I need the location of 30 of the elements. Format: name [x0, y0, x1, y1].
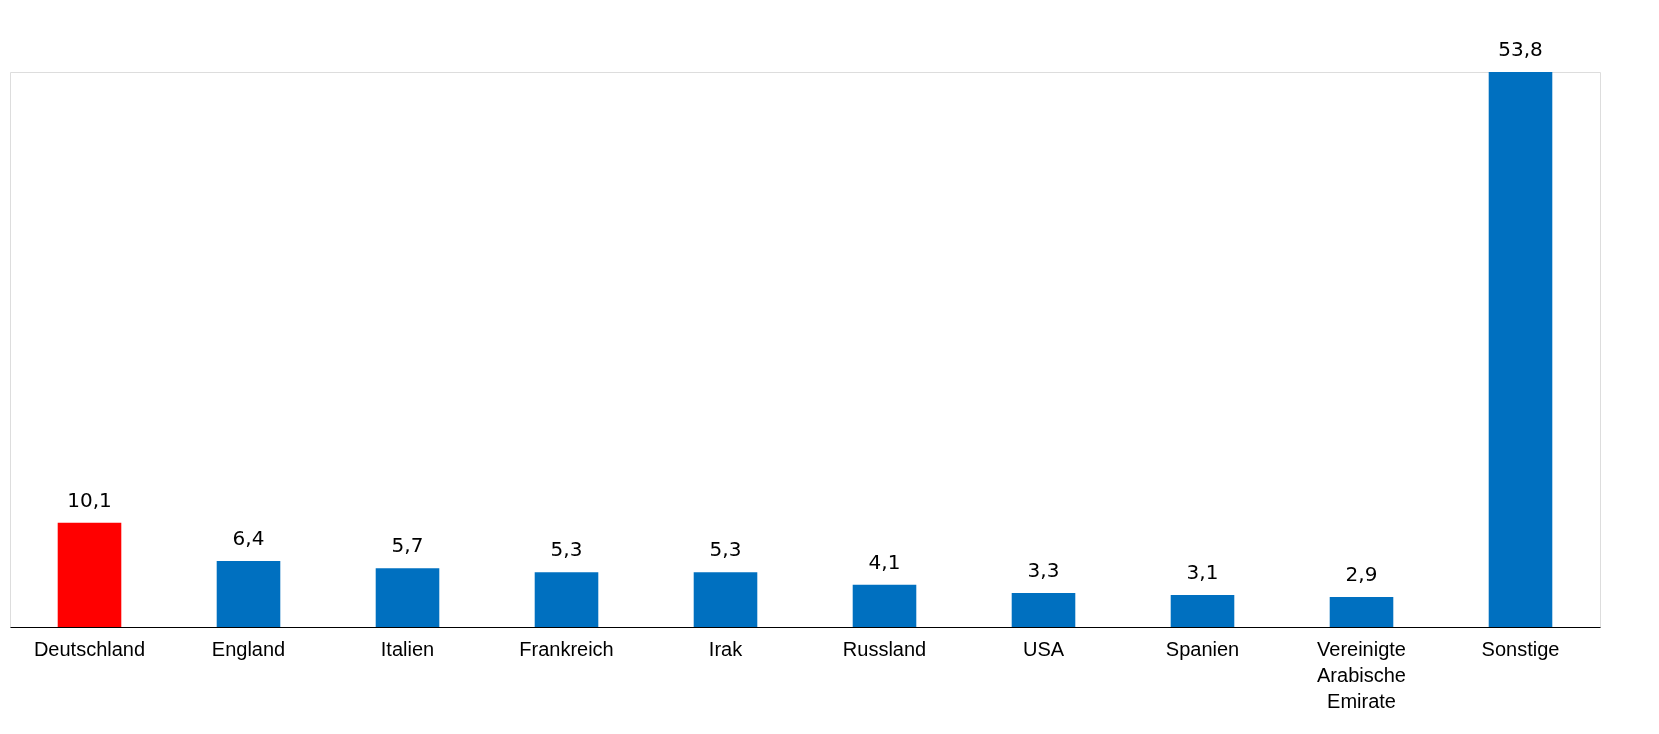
data-label: 5,7 — [391, 533, 424, 558]
bar — [693, 572, 758, 627]
data-label: 53,8 — [1498, 37, 1543, 61]
x-tick-label: Russland — [842, 637, 927, 660]
data-label: 2,9 — [1345, 562, 1378, 587]
x-tick-label: USA — [1022, 637, 1065, 660]
data-label: 4,1 — [868, 549, 901, 574]
x-tick-label: Sonstige — [1481, 637, 1560, 660]
bar — [1170, 595, 1235, 627]
x-tick-label: Irak — [708, 637, 744, 660]
bar — [1329, 597, 1394, 627]
data-label: 3,3 — [1027, 557, 1060, 582]
bar — [57, 522, 122, 627]
x-tick-label: England — [211, 637, 286, 660]
data-label: 5,3 — [550, 537, 583, 562]
bar — [1011, 592, 1076, 627]
bar — [1488, 72, 1553, 627]
data-label: 3,1 — [1186, 560, 1219, 585]
x-tick-label: Frankreich — [519, 637, 614, 660]
bar — [852, 584, 917, 627]
bar — [375, 568, 440, 627]
bar — [216, 560, 281, 627]
data-label: 5,3 — [709, 537, 742, 562]
x-tick-label: Italien — [380, 637, 435, 660]
x-tick-label: Deutschland — [33, 637, 146, 660]
x-tick-label: Spanien — [1165, 637, 1240, 660]
data-label: 6,4 — [232, 525, 265, 550]
bar — [534, 572, 599, 627]
x-tick-label: Vereinigte Arabische Emirate — [1317, 637, 1406, 712]
data-label: 10,1 — [67, 487, 112, 512]
